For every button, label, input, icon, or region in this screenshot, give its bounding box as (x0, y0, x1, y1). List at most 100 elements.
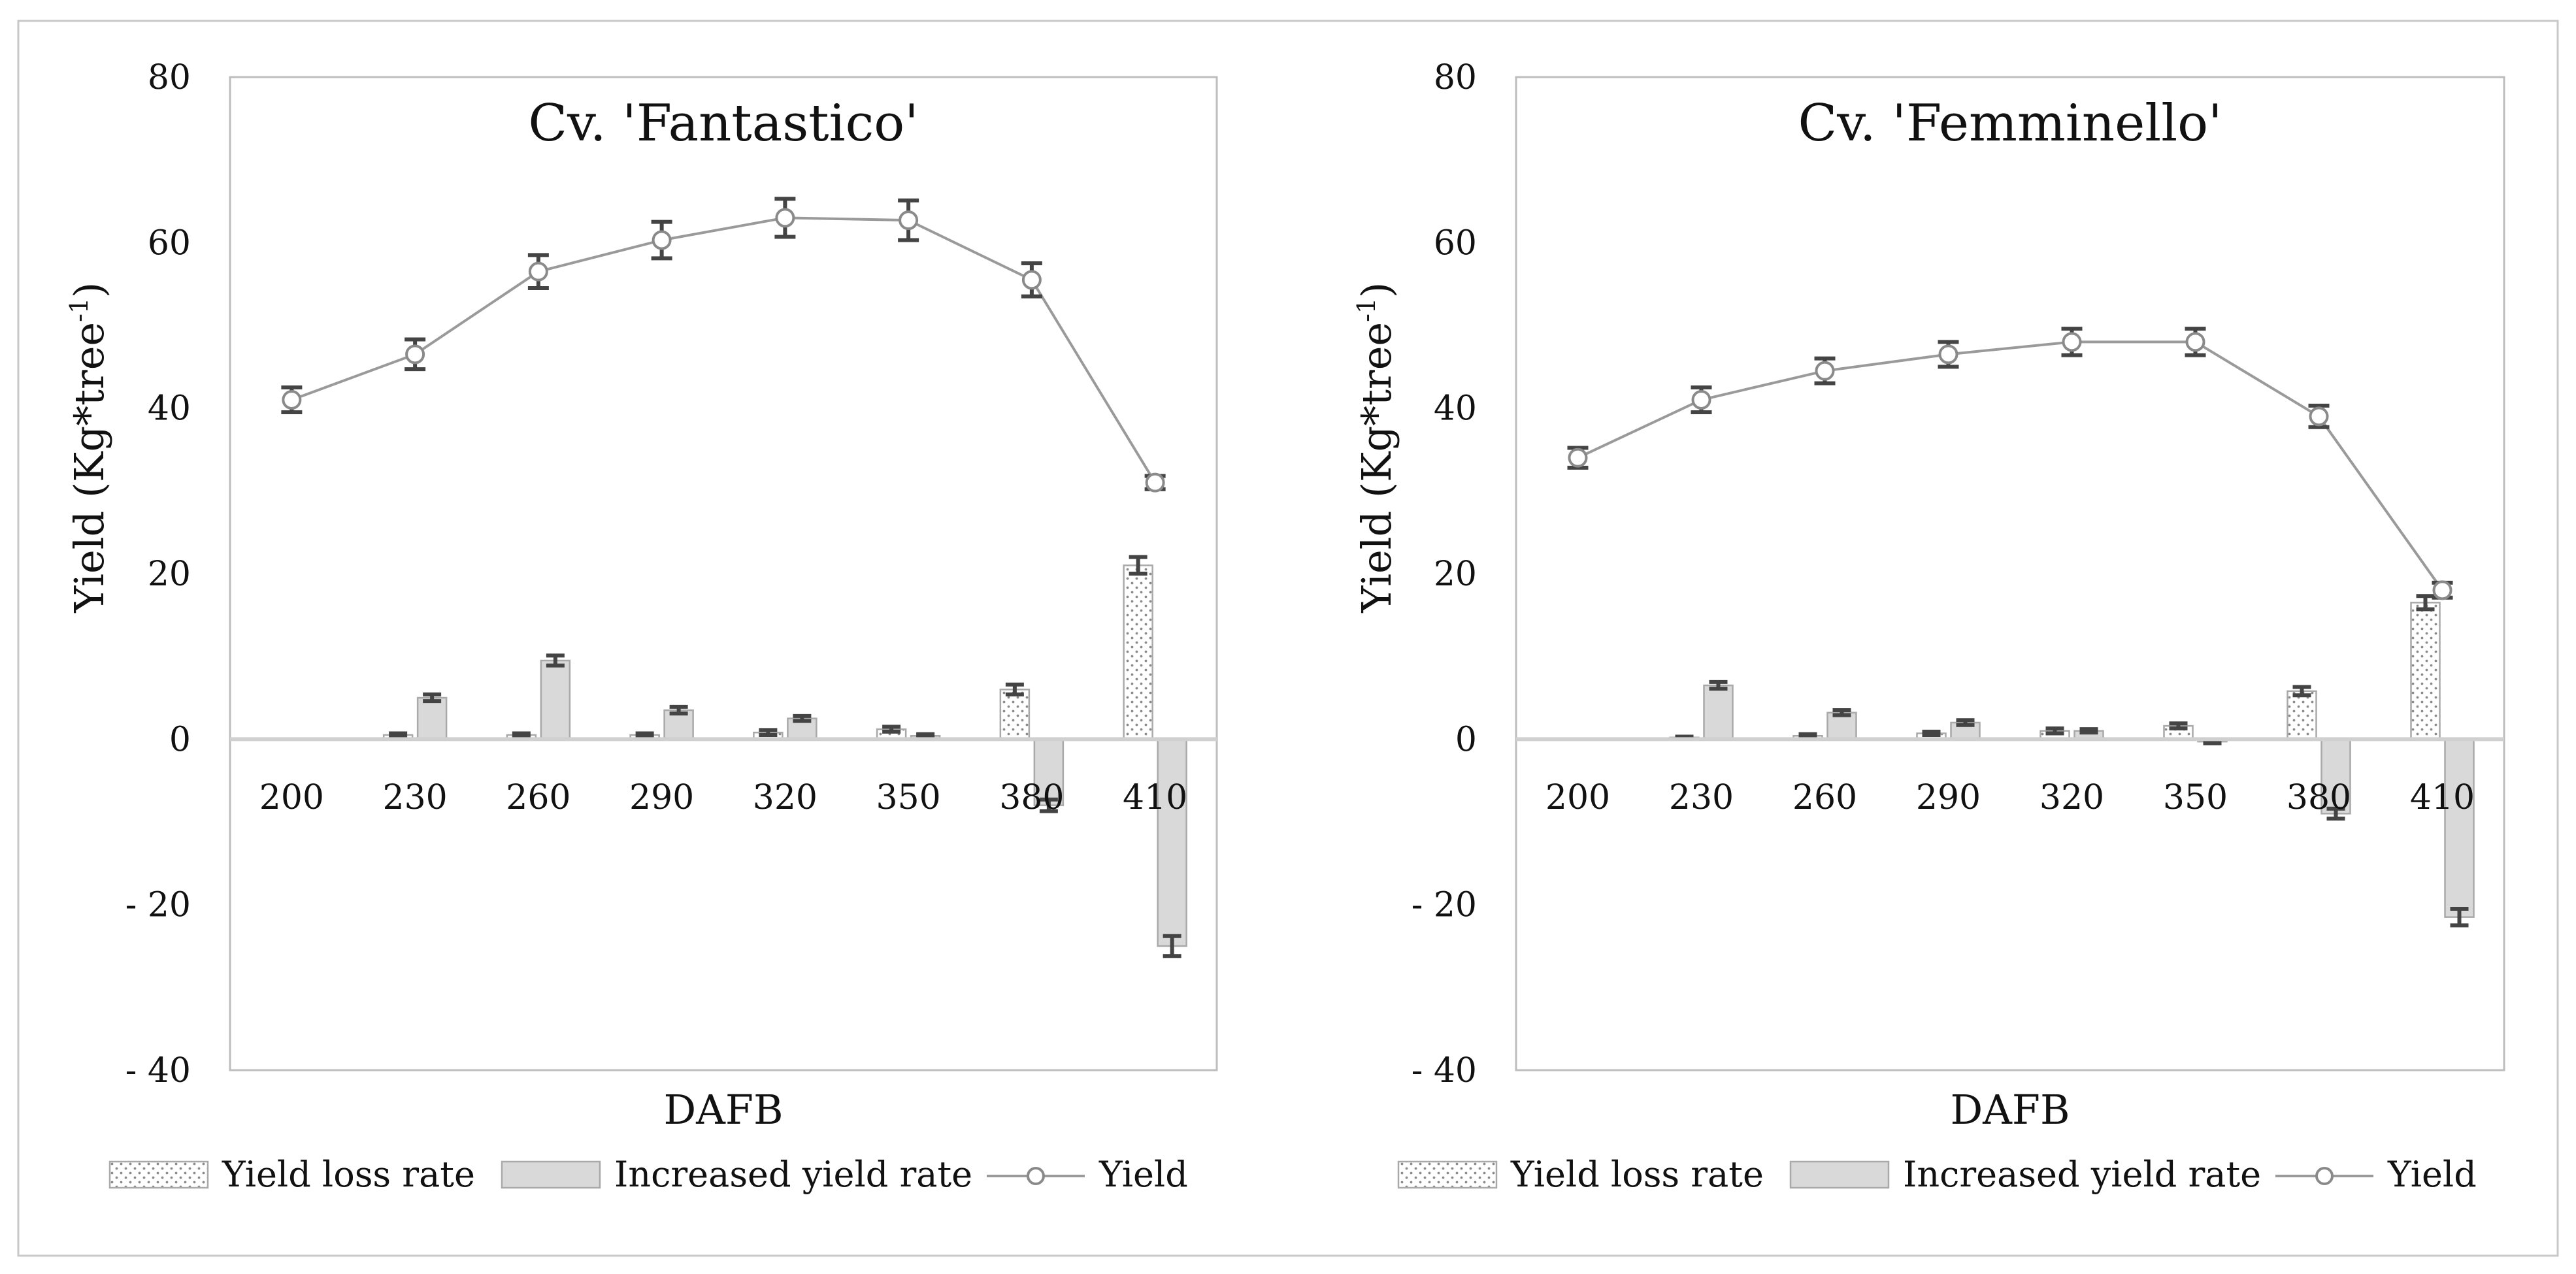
x-tick-label: 230 (382, 778, 447, 817)
increased-yield-bar (540, 659, 571, 740)
y-axis-title-main: Yield (Kg*tree (1353, 322, 1400, 613)
legend-swatch-yield-loss (108, 1160, 209, 1189)
increased-yield-bar-error-bar (2079, 727, 2098, 735)
x-axis-title: DAFB (1950, 1086, 2070, 1134)
yield-loss-bar (2410, 602, 2441, 740)
increased-yield-bar-error-bar (793, 713, 812, 723)
y-tick-label: 0 (169, 720, 191, 759)
y-tick-label: 20 (148, 555, 191, 594)
increased-yield-bar-error-bar (2326, 806, 2345, 821)
y-tick-label: 60 (148, 223, 191, 263)
x-tick-label: 410 (2410, 778, 2475, 817)
yield-point (2309, 406, 2329, 427)
yield-loss-bar-error-bar (882, 725, 901, 734)
increased-yield-bar-error-bar (2450, 907, 2469, 928)
yield-loss-bar-error-bar (2292, 685, 2311, 698)
x-tick-label: 350 (2163, 778, 2228, 817)
legend-label-yield: Yield (2387, 1154, 2477, 1195)
increased-yield-bar (1157, 738, 1187, 947)
y-axis-title-main: Yield (Kg*tree (65, 322, 113, 613)
y-axis-title-superscript: -1 (65, 298, 93, 322)
y-axis-title-superscript: -1 (1352, 298, 1381, 322)
increased-yield-bar-error-bar (1956, 718, 1975, 727)
increased-yield-bar-error-bar (916, 732, 935, 740)
yield-point (775, 208, 795, 228)
x-tick-label: 320 (753, 778, 817, 817)
y-tick-label: - 20 (1412, 886, 1477, 925)
x-tick-label: 260 (506, 778, 570, 817)
yield-loss-bar-error-bar (759, 728, 778, 737)
legend-swatch-yield-marker (2315, 1167, 2334, 1185)
x-tick-label: 200 (1545, 778, 1610, 817)
y-tick-label: - 40 (125, 1051, 191, 1090)
yield-loss-bar-error-bar (2045, 726, 2064, 736)
yield-point (899, 210, 919, 231)
x-tick-label: 320 (2039, 778, 2104, 817)
y-axis-title: Yield (Kg*tree-1) (1352, 282, 1400, 613)
plot-area (229, 76, 1218, 1071)
y-tick-label: - 20 (125, 886, 191, 925)
legend-label-increased-yield: Increased yield rate (1903, 1154, 2261, 1195)
x-tick-label: 200 (259, 778, 324, 817)
yield-loss-bar (999, 689, 1031, 740)
yield-point (528, 261, 548, 282)
yield-loss-bar (1123, 564, 1153, 740)
yield-point (282, 390, 302, 410)
increased-yield-bar (416, 696, 448, 740)
y-tick-label: 0 (1455, 720, 1477, 759)
yield-point (1021, 270, 1042, 290)
yield-series-line (291, 216, 1157, 483)
legend-swatch-increased-yield (501, 1160, 601, 1189)
x-tick-label: 410 (1123, 778, 1187, 817)
figure-border (17, 20, 2559, 1257)
legend-label-yield-loss: Yield loss rate (222, 1154, 475, 1195)
increased-yield-bar-error-bar (1832, 708, 1851, 717)
increased-yield-bar-error-bar (1709, 679, 1728, 691)
yield-loss-bar-error-bar (1005, 682, 1024, 696)
x-tick-label: 380 (999, 778, 1064, 817)
legend-label-yield-loss: Yield loss rate (1510, 1154, 1764, 1195)
yield-point (1568, 448, 1588, 468)
legend-label-yield: Yield (1098, 1154, 1188, 1195)
yield-loss-bar-error-bar (512, 731, 531, 739)
y-tick-label: 40 (148, 389, 191, 429)
yield-point (1145, 472, 1165, 493)
yield-loss-bar-error-bar (389, 731, 408, 739)
y-tick-label: 80 (1434, 58, 1477, 97)
legend-swatch-increased-yield (1789, 1160, 1890, 1189)
yield-point (2432, 580, 2452, 600)
x-tick-label: 290 (1916, 778, 1981, 817)
x-tick-label: 260 (1792, 778, 1857, 817)
plot-area (1515, 76, 2505, 1071)
increased-yield-bar (1703, 684, 1734, 740)
legend-swatch-yield-marker (1027, 1167, 1045, 1185)
yield-point (1938, 344, 1958, 365)
increased-yield-bar-error-bar (669, 704, 688, 716)
yield-point (1815, 361, 1835, 381)
increased-yield-bar-error-bar (1163, 934, 1181, 958)
yield-loss-bar-error-bar (1922, 729, 1941, 737)
legend-swatch-yield-loss (1397, 1160, 1498, 1189)
yield-loss-bar-error-bar (1129, 555, 1148, 576)
yield-point (2185, 332, 2205, 352)
chart-title: Cv. 'Femminello' (1798, 94, 2222, 153)
chart-title: Cv. 'Fantastico' (528, 94, 918, 153)
y-axis-title-close: ) (65, 282, 113, 298)
y-tick-label: 20 (1434, 555, 1477, 594)
yield-loss-bar-error-bar (635, 731, 654, 739)
yield-point (1691, 390, 1711, 410)
y-axis-title-close: ) (1353, 282, 1400, 298)
yield-loss-bar-error-bar (2169, 721, 2188, 730)
x-tick-label: 350 (876, 778, 940, 817)
increased-yield-bar-error-bar (546, 653, 565, 668)
yield-loss-bar (2287, 690, 2317, 740)
x-tick-label: 290 (629, 778, 694, 817)
y-tick-label: 80 (148, 58, 191, 97)
yield-point (405, 344, 425, 365)
yield-loss-bar-error-bar (2416, 594, 2435, 612)
y-tick-label: 60 (1434, 223, 1477, 263)
yield-point (2062, 332, 2082, 352)
increased-yield-bar-error-bar (1039, 797, 1058, 813)
